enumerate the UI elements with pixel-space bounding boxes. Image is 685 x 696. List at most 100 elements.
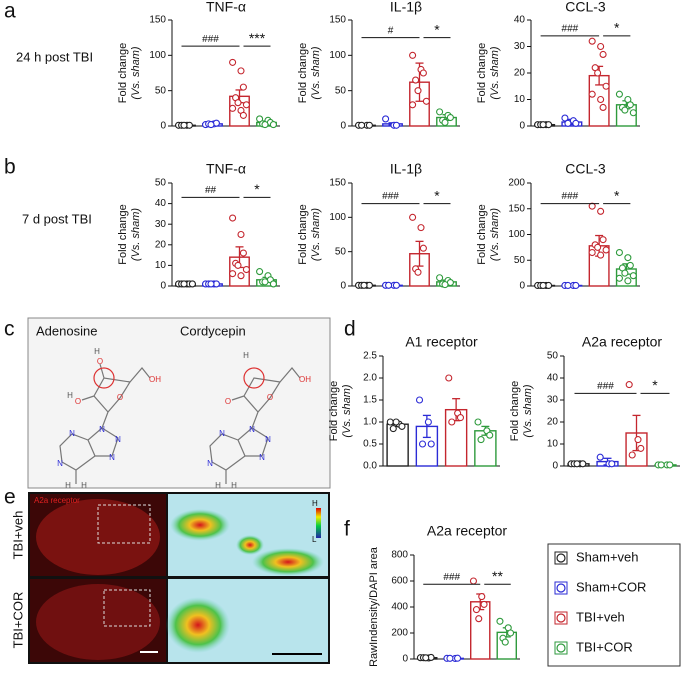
chart-title: CCL-3	[565, 0, 606, 15]
legend-marker-box	[554, 611, 568, 625]
data-point	[188, 280, 196, 288]
data-point	[409, 213, 417, 221]
y-tick-label: 0	[402, 654, 408, 665]
atom-label: O	[225, 397, 231, 406]
data-point	[409, 101, 417, 109]
heatmap-blob	[166, 597, 230, 653]
y-axis-label: Fold change	[476, 43, 488, 104]
data-point	[634, 436, 642, 444]
y-axis-label: (Vs. sham)	[310, 208, 322, 262]
data-point	[626, 101, 634, 109]
y-tick-label: 10	[514, 94, 526, 105]
data-point	[564, 281, 572, 290]
significance-label: #	[388, 25, 394, 36]
data-point	[453, 654, 462, 662]
y-tick-label: 0.5	[363, 439, 377, 450]
data-point	[358, 121, 366, 129]
structure-box	[27, 317, 331, 489]
y-tick-label: 30	[514, 41, 526, 52]
y-tick-label: 150	[508, 203, 525, 214]
data-point	[239, 249, 247, 257]
data-point	[229, 214, 237, 222]
data-point	[456, 414, 465, 422]
data-point	[365, 121, 373, 129]
data-point	[480, 600, 488, 608]
data-point	[588, 37, 596, 45]
data-point	[229, 58, 237, 66]
atom-label: H	[67, 391, 73, 400]
significance-label: ###	[202, 34, 219, 45]
y-tick-label: 0	[340, 281, 346, 292]
y-tick-label: 0	[552, 461, 558, 472]
y-tick-label: 150	[149, 15, 166, 26]
data-point	[539, 281, 547, 290]
data-point	[594, 243, 602, 251]
y-tick-label: 200	[508, 178, 525, 189]
y-tick-label: 30	[155, 219, 167, 230]
y-tick-label: 800	[391, 550, 408, 561]
color-bar	[316, 508, 321, 538]
bar	[386, 423, 409, 467]
data-point	[599, 236, 607, 244]
chart-title: IL-1β	[390, 161, 422, 177]
data-point	[588, 90, 596, 98]
y-tick-label: 20	[514, 68, 526, 79]
data-point	[478, 593, 486, 601]
inset-box	[97, 504, 151, 544]
data-point	[242, 101, 250, 109]
chart-title: IL-1β	[390, 0, 422, 15]
data-point	[237, 230, 245, 239]
atom-label: H	[243, 351, 249, 360]
data-point	[239, 83, 247, 91]
y-tick-label: 100	[329, 50, 346, 61]
legend-label: Sham+COR	[576, 579, 646, 594]
data-point	[637, 444, 645, 452]
atom-label: O	[267, 393, 273, 402]
y-axis-label: Fold change	[328, 381, 340, 442]
data-point	[486, 431, 494, 439]
data-point	[180, 121, 188, 129]
y-tick-label: 400	[391, 602, 408, 613]
y-axis-label: Fold change	[297, 204, 309, 265]
data-point	[422, 654, 430, 662]
data-point	[561, 114, 569, 122]
atom-label: OH	[299, 375, 311, 384]
y-tick-label: 100	[149, 50, 166, 61]
significance-label: ###	[382, 191, 399, 202]
data-point	[237, 272, 245, 280]
data-point	[588, 248, 596, 257]
atom-label: N	[219, 429, 225, 438]
structure-drawing	[59, 363, 151, 484]
data-point	[496, 617, 504, 625]
atom-label: N	[207, 459, 213, 468]
data-point	[572, 281, 580, 290]
data-point	[666, 461, 674, 469]
data-point	[573, 460, 581, 468]
data-point	[579, 460, 587, 468]
chart-title: TNF-α	[206, 0, 246, 15]
significance-label: ###	[597, 381, 614, 392]
y-axis-label: Fold change	[476, 204, 488, 265]
data-point	[237, 67, 245, 75]
chart-title: A2a receptor	[582, 334, 662, 350]
significance-label: *	[652, 377, 658, 393]
inset-box	[103, 589, 151, 627]
significance-label: *	[434, 21, 440, 37]
atom-label: H	[215, 481, 221, 490]
legend-label: Sham+veh	[576, 549, 639, 564]
data-point	[539, 121, 547, 129]
heatmap-blob	[252, 548, 324, 576]
y-axis-label: (Vs. sham)	[130, 208, 142, 262]
data-point	[477, 436, 485, 444]
data-point	[446, 113, 454, 122]
y-axis-label: (Vs. sham)	[130, 46, 142, 100]
data-point	[602, 246, 610, 254]
data-point	[445, 374, 453, 382]
data-point	[419, 244, 427, 252]
data-point	[382, 115, 390, 123]
data-point	[621, 106, 629, 114]
legend-marker	[556, 583, 566, 593]
data-point	[269, 121, 277, 129]
data-point	[412, 76, 420, 84]
